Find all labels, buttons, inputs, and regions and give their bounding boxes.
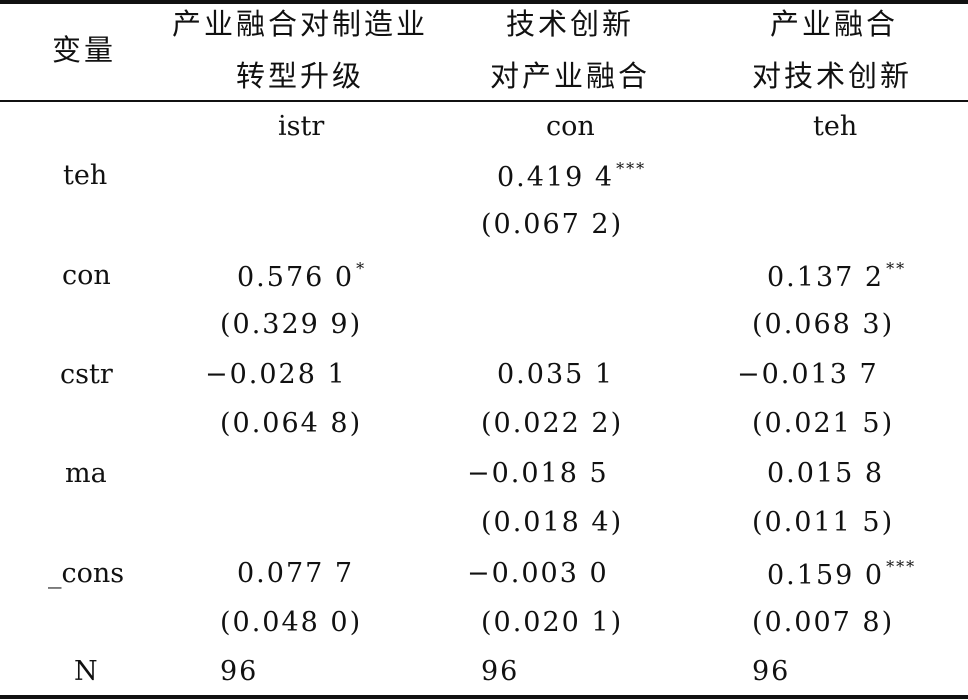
se-ma-col3: (0.011 5)	[752, 507, 895, 538]
significance-stars: ***	[886, 557, 917, 576]
header-rule	[0, 100, 968, 102]
coef-cons-col1: 0.077 7	[237, 558, 355, 589]
coef-cons-col3: 0.159 0 ***	[767, 557, 917, 595]
se-cons-col3: (0.007 8)	[752, 607, 895, 638]
coef-con-col3: 0.137 2 **	[767, 259, 907, 297]
se-con-col1: (0.329 9)	[220, 309, 363, 340]
se-ma-col2: (0.018 4)	[481, 507, 624, 538]
header-variable-label: 变量	[52, 33, 117, 67]
bottom-rule	[0, 695, 968, 699]
significance-stars: ***	[616, 159, 647, 178]
coef-ma-col3: 0.015 8	[767, 458, 885, 489]
header-col2-line2: 对产业融合	[490, 59, 651, 93]
n-col2: 96	[481, 656, 520, 687]
dep-var-col2: con	[546, 111, 595, 142]
coef-con-col1: 0.576 0 *	[237, 259, 367, 297]
row-label-cons: _cons	[48, 558, 125, 589]
coef-value: 0.159 0	[767, 560, 885, 591]
se-cstr-col1: (0.064 8)	[220, 408, 363, 439]
top-rule	[0, 0, 968, 4]
coef-teh-col2: 0.419 4 ***	[497, 159, 647, 197]
row-label-ma: ma	[65, 458, 107, 489]
significance-stars: **	[886, 259, 907, 278]
significance-stars: *	[356, 259, 367, 278]
coef-value: 0.419 4	[497, 162, 615, 193]
n-col3: 96	[752, 656, 791, 687]
header-col1-line2: 转型升级	[236, 59, 365, 93]
se-cstr-col3: (0.021 5)	[752, 408, 895, 439]
coef-cons-col2: −0.003 0	[467, 558, 609, 589]
se-cstr-col2: (0.022 2)	[481, 408, 624, 439]
n-col1: 96	[220, 656, 259, 687]
coef-value: 0.576 0	[237, 262, 355, 293]
header-col3-line2: 对技术创新	[752, 59, 913, 93]
coef-cstr-col1: −0.028 1	[205, 359, 347, 390]
header-col2-line1: 技术创新	[506, 7, 635, 41]
coef-cstr-col2: 0.035 1	[497, 359, 615, 390]
header-col1-line1: 产业融合对制造业	[172, 7, 429, 41]
row-label-teh: teh	[63, 160, 108, 191]
se-con-col3: (0.068 3)	[752, 309, 895, 340]
header-col3-line1: 产业融合	[770, 7, 899, 41]
dep-var-col3: teh	[813, 111, 858, 142]
row-label-cstr: cstr	[60, 359, 113, 390]
se-teh-col2: (0.067 2)	[481, 209, 624, 240]
row-label-n: N	[74, 656, 98, 687]
dep-var-col1: istr	[278, 111, 325, 142]
coef-ma-col2: −0.018 5	[467, 458, 609, 489]
coef-value: 0.137 2	[767, 262, 885, 293]
coef-cstr-col3: −0.013 7	[737, 359, 879, 390]
se-cons-col2: (0.020 1)	[481, 607, 624, 638]
se-cons-col1: (0.048 0)	[220, 607, 363, 638]
row-label-con: con	[62, 260, 111, 291]
